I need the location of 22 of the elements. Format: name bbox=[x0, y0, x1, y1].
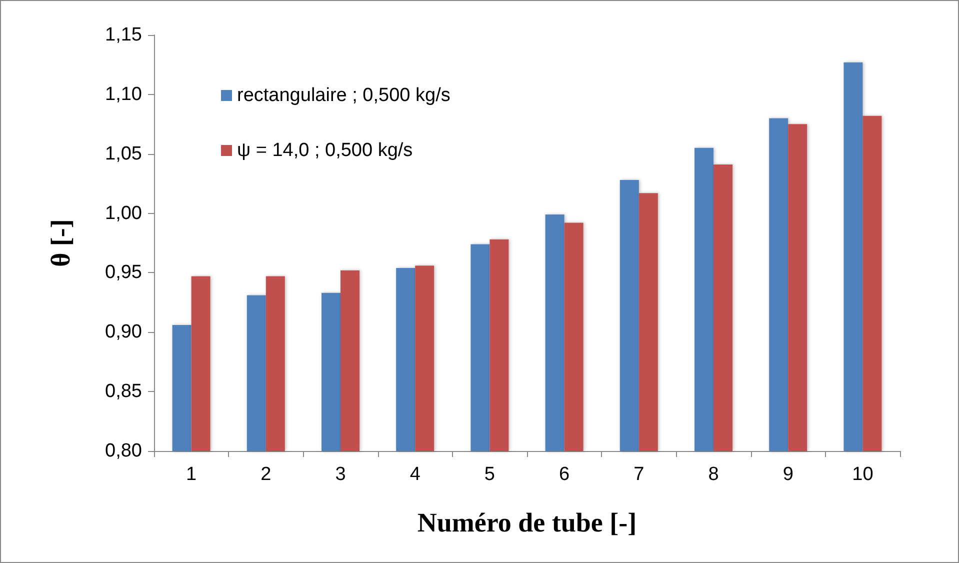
y-tick-label: 0,80 bbox=[105, 440, 142, 462]
x-axis-title: Numéro de tube [-] bbox=[417, 508, 637, 538]
y-tick-label: 1,10 bbox=[105, 84, 142, 105]
y-tick-label: 0,85 bbox=[105, 381, 142, 402]
legend-label: rectangulaire ; 0,500 kg/s bbox=[237, 85, 450, 106]
x-tick-label: 8 bbox=[708, 464, 719, 485]
x-tick-label: 1 bbox=[186, 464, 197, 485]
x-tick-label: 6 bbox=[559, 464, 570, 485]
legend-label: ψ = 14,0 ; 0,500 kg/s bbox=[237, 140, 413, 161]
y-tick-label: 1,00 bbox=[105, 202, 142, 224]
x-tick-label: 2 bbox=[260, 464, 272, 485]
x-tick-label: 4 bbox=[410, 464, 421, 485]
x-tick-label: 10 bbox=[852, 464, 874, 485]
x-tick-label: 3 bbox=[335, 464, 346, 485]
x-tick-label: 9 bbox=[782, 464, 794, 485]
y-tick-label: 0,90 bbox=[105, 322, 142, 343]
y-axis-title: θ [-] bbox=[46, 219, 76, 267]
x-tick-label: 7 bbox=[634, 464, 644, 485]
y-tick-label: 0,95 bbox=[105, 262, 142, 284]
x-tick-label: 5 bbox=[484, 464, 495, 485]
y-tick-label: 1,05 bbox=[105, 143, 142, 164]
y-tick-label: 1,15 bbox=[105, 24, 142, 46]
